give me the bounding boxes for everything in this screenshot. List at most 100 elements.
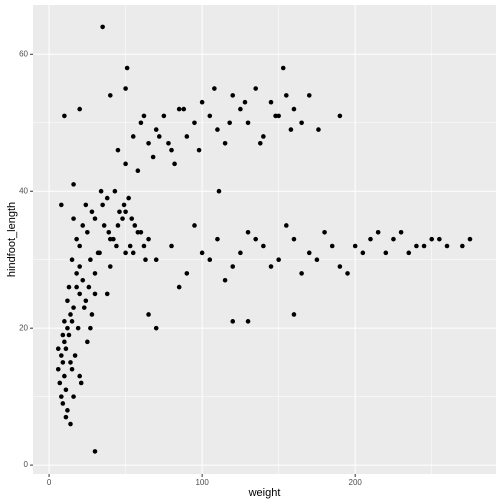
point: [75, 325, 81, 331]
point: [104, 291, 110, 297]
point: [261, 134, 266, 139]
point: [92, 291, 98, 297]
point: [88, 325, 93, 331]
point: [291, 236, 297, 242]
point: [306, 250, 312, 256]
point: [429, 236, 435, 242]
point: [123, 86, 128, 91]
point: [316, 127, 321, 132]
point: [291, 312, 297, 317]
point: [299, 271, 304, 276]
point: [126, 195, 131, 201]
point: [77, 264, 82, 269]
point: [352, 243, 358, 249]
point: [284, 223, 289, 228]
point: [68, 421, 73, 427]
point: [230, 93, 236, 98]
point: [132, 223, 138, 228]
point: [66, 284, 72, 290]
point: [460, 243, 465, 249]
point: [368, 236, 373, 242]
point: [115, 223, 121, 228]
point: [176, 106, 182, 112]
point: [65, 325, 70, 331]
point: [80, 223, 86, 228]
point: [242, 99, 248, 105]
point: [115, 147, 121, 153]
point: [216, 188, 222, 194]
point: [150, 154, 156, 160]
point: [192, 120, 197, 126]
point: [106, 230, 112, 235]
point: [437, 236, 442, 242]
point: [77, 243, 82, 249]
point: [68, 360, 73, 365]
point: [143, 257, 148, 262]
point: [146, 312, 151, 317]
point: [141, 243, 147, 249]
y-axis-title: hindfoot_length: [6, 202, 18, 277]
point: [383, 250, 389, 256]
point: [268, 264, 274, 269]
point: [261, 243, 266, 249]
point: [60, 401, 66, 406]
point: [156, 134, 162, 139]
point: [207, 113, 213, 119]
point: [192, 223, 197, 228]
point: [184, 271, 190, 276]
point: [153, 325, 159, 331]
points: [55, 24, 473, 454]
point: [69, 257, 75, 262]
point: [98, 188, 104, 194]
point: [284, 93, 289, 98]
point: [86, 284, 92, 290]
point: [322, 230, 327, 235]
point: [337, 264, 343, 269]
point: [63, 346, 69, 352]
point: [127, 243, 133, 249]
point: [112, 188, 118, 194]
point: [83, 202, 89, 208]
point: [69, 366, 75, 372]
point: [85, 230, 90, 235]
point: [55, 346, 61, 352]
point: [375, 230, 381, 235]
point: [69, 319, 75, 324]
point: [71, 182, 76, 187]
point: [55, 366, 61, 372]
point: [153, 127, 159, 132]
point: [124, 65, 130, 71]
point: [123, 209, 128, 215]
point: [245, 120, 251, 126]
point: [141, 113, 147, 119]
point: [245, 319, 251, 324]
point: [80, 277, 86, 283]
point: [146, 236, 151, 242]
x-tick-label: 0: [47, 478, 52, 487]
point: [181, 106, 187, 112]
point: [230, 319, 236, 324]
point: [130, 250, 136, 256]
point: [306, 93, 312, 98]
point: [63, 414, 69, 420]
point: [238, 250, 243, 256]
point: [414, 243, 419, 249]
point: [135, 230, 141, 235]
point: [92, 216, 98, 221]
point: [215, 236, 220, 242]
point: [83, 298, 89, 304]
point: [65, 298, 70, 304]
point: [329, 243, 335, 249]
point: [78, 380, 84, 386]
point: [345, 271, 350, 276]
point: [161, 113, 167, 119]
point: [62, 373, 67, 379]
point: [230, 264, 236, 269]
point: [135, 168, 141, 173]
point: [89, 312, 95, 317]
point: [92, 271, 98, 276]
point: [71, 394, 76, 399]
point: [59, 353, 64, 358]
point: [391, 236, 396, 242]
point: [71, 216, 76, 221]
